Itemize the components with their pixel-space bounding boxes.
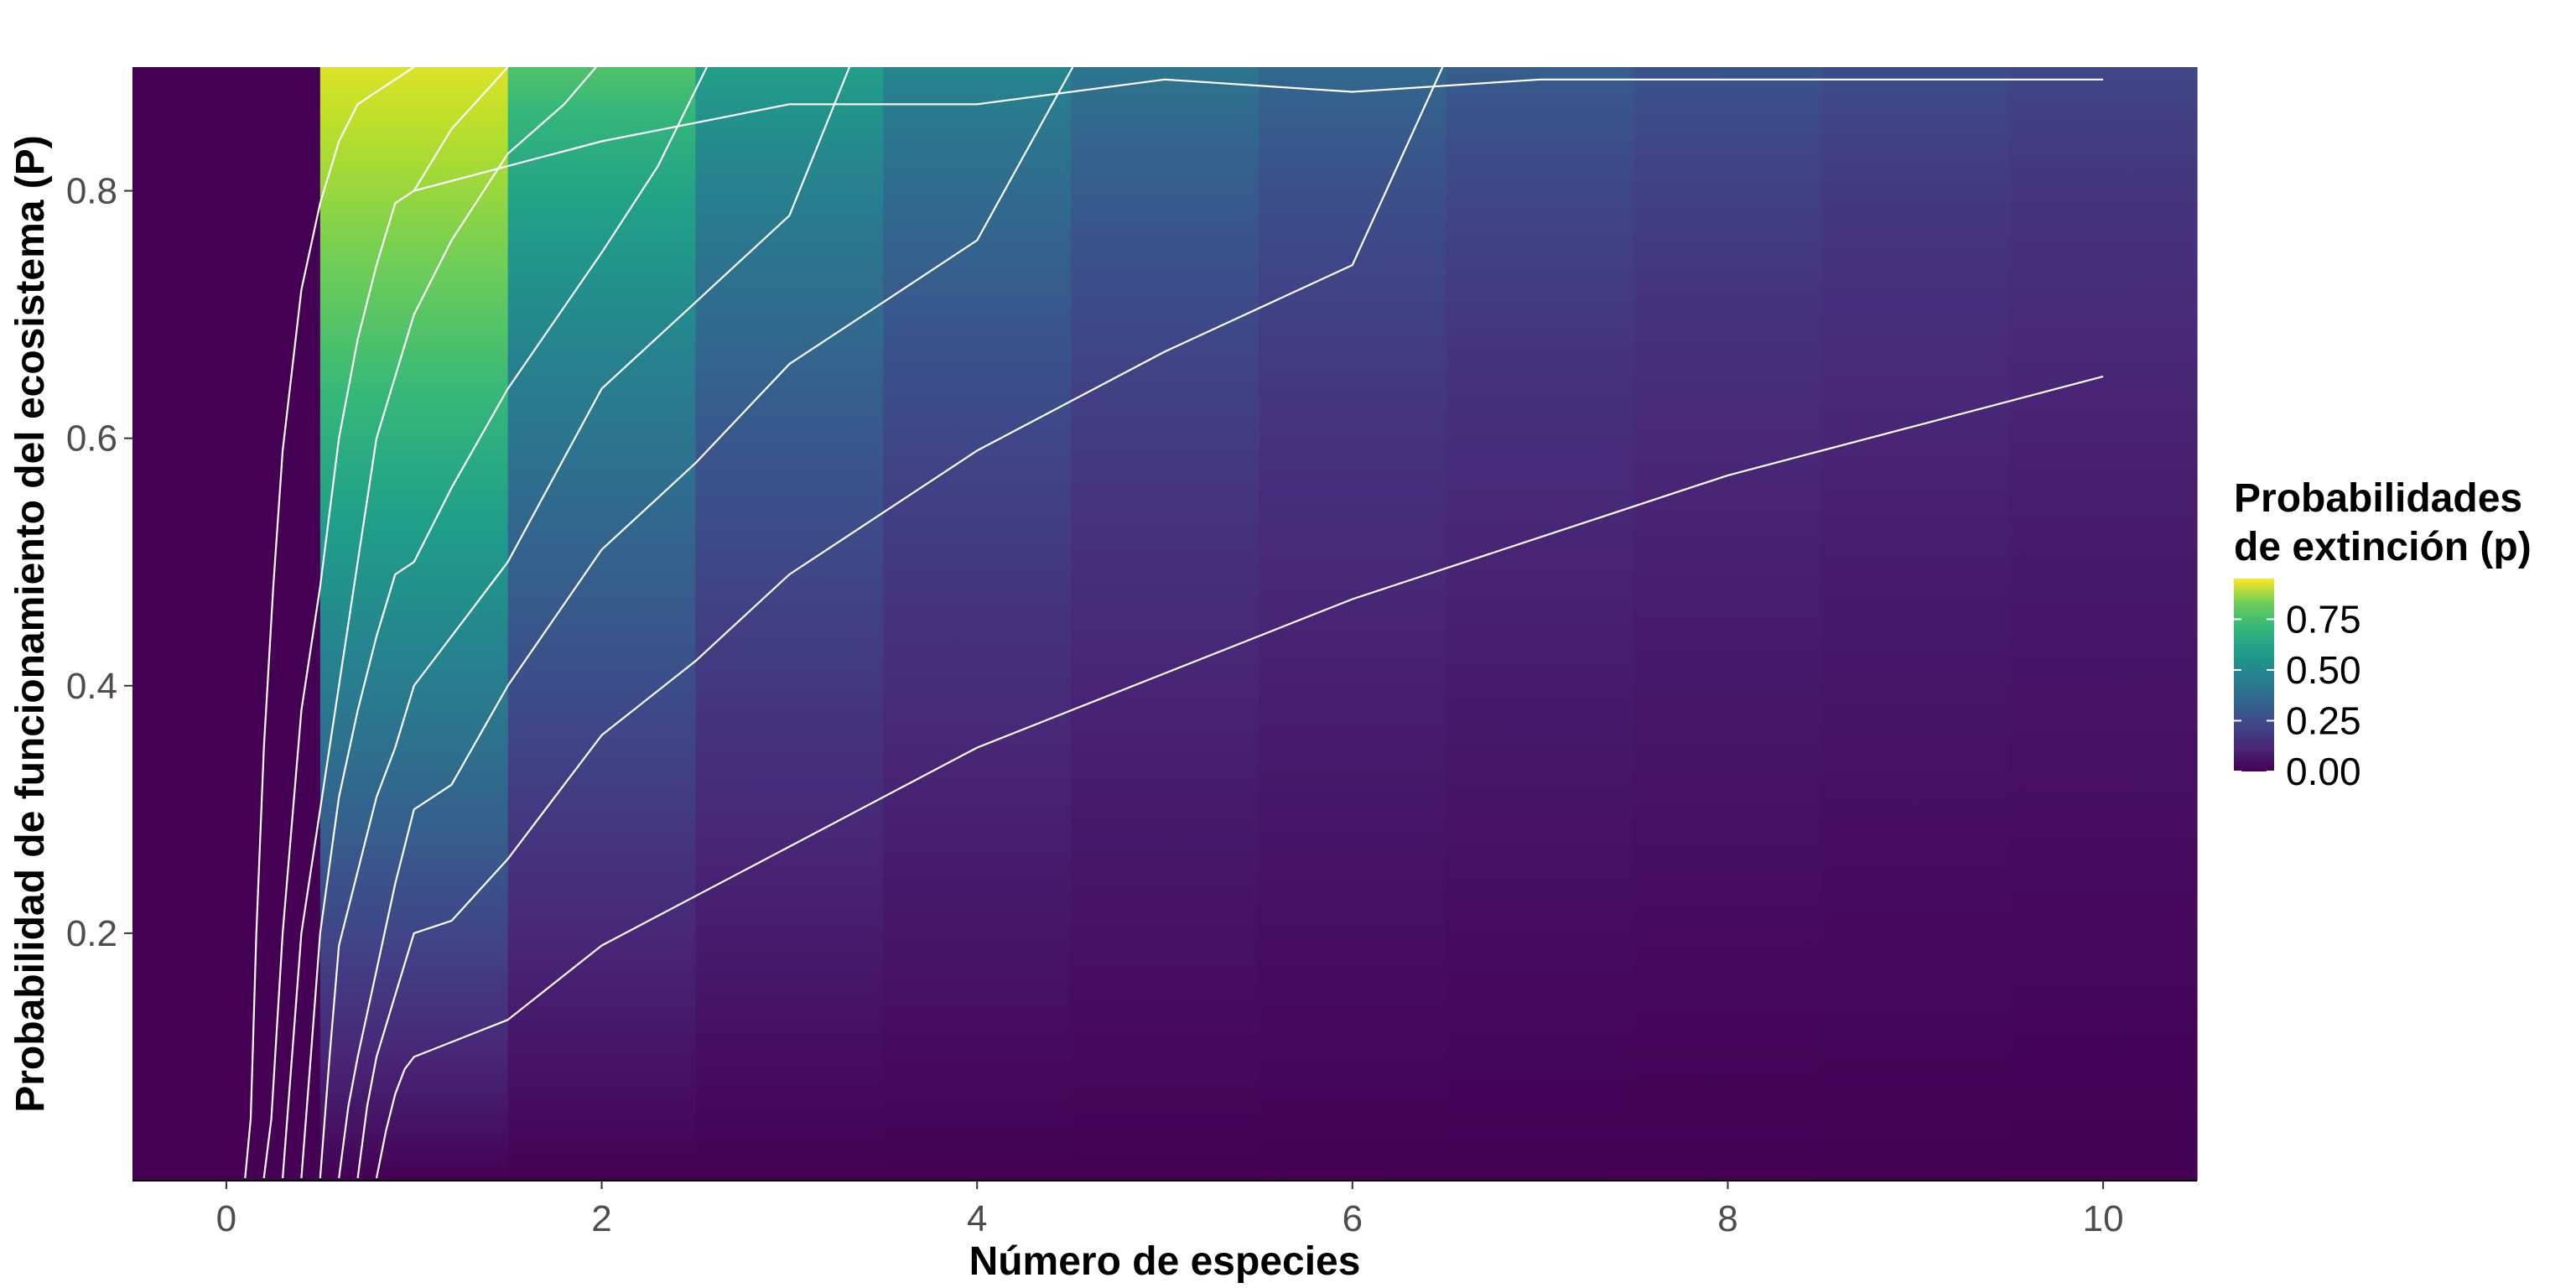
- heatmap-column-9: [1821, 67, 2010, 1181]
- heatmap-column-6: [1258, 67, 1447, 1181]
- legend-tick-label: 0.50: [2286, 648, 2361, 692]
- y-tick-label: 0.8: [66, 171, 117, 212]
- y-tick-label: 0.6: [66, 418, 117, 460]
- contour-line-1: [244, 67, 415, 1179]
- contour-line-7: [356, 67, 1444, 1179]
- y-tick-label: 0.2: [66, 913, 117, 954]
- contour-lines: [244, 67, 2104, 1179]
- x-tick-label: 10: [2083, 1198, 2124, 1239]
- legend: Probabilidades de extinción (p) 0.00 0.25…: [2234, 476, 2532, 793]
- legend-tick-label: 0.75: [2286, 597, 2361, 641]
- heatmap-column-7: [1446, 67, 1635, 1181]
- heatmap-column-2: [507, 67, 697, 1181]
- x-tick-label: 4: [967, 1198, 987, 1239]
- legend-ticks: 0.00 0.25 0.50 0.75: [2234, 597, 2361, 793]
- heatmap-column-10: [2009, 67, 2198, 1181]
- legend-title-line1: Probabilidades: [2234, 476, 2522, 521]
- legend-tick-label: 0.00: [2286, 750, 2361, 793]
- contour-line-5: [319, 67, 851, 1179]
- x-tick-label: 6: [1343, 1198, 1363, 1239]
- heatmap-column-1: [319, 67, 509, 1181]
- contour-line-3: [282, 67, 597, 1179]
- heatmap-column-4: [883, 67, 1072, 1181]
- heatmap-column-0: [132, 67, 321, 1181]
- contour-line-2: [262, 67, 509, 1179]
- x-tick-label: 0: [216, 1198, 236, 1239]
- heatmap: [132, 67, 2198, 1181]
- contour-line-4: [300, 67, 708, 1179]
- x-axis-ticks: 0 2 4 6 8 10: [216, 1181, 2124, 1239]
- x-tick-label: 8: [1717, 1198, 1737, 1239]
- y-tick-label: 0.4: [66, 666, 117, 707]
- heatmap-column-8: [1633, 67, 1822, 1181]
- heatmap-column-5: [1071, 67, 1259, 1181]
- heatmap-column-3: [695, 67, 884, 1181]
- y-axis-ticks: 0.2 0.4 0.6 0.8: [66, 171, 132, 954]
- x-tick-label: 2: [591, 1198, 611, 1239]
- y-axis-title: Probabilidad de funcionamiento del ecosi…: [8, 135, 53, 1113]
- contour-line-8: [375, 375, 2104, 1179]
- contour-line-9: [413, 78, 2104, 192]
- x-axis-title: Número de especies: [969, 1239, 1361, 1284]
- legend-colorbar: [2234, 579, 2274, 771]
- legend-tick-label: 0.25: [2286, 699, 2361, 742]
- legend-title-line2: de extinción (p): [2234, 525, 2532, 569]
- contour-line-6: [338, 67, 1074, 1179]
